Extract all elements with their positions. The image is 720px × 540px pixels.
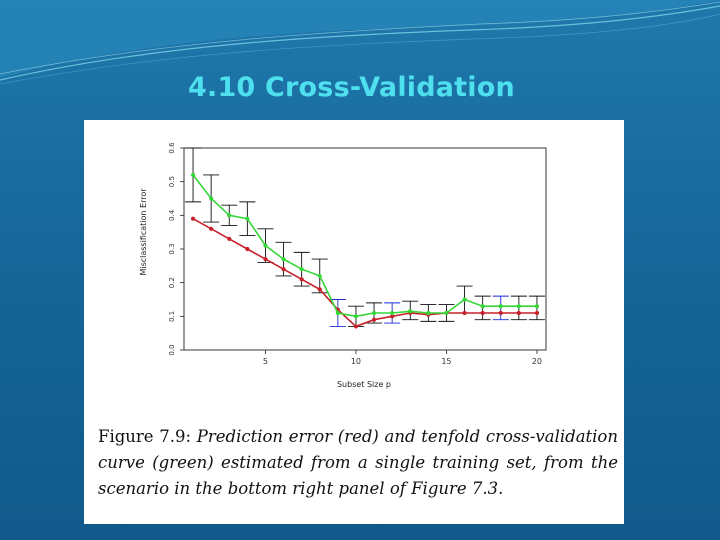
red-series-point: [534, 310, 540, 316]
green-series-point: [516, 304, 521, 309]
red-series-point: [498, 310, 503, 316]
y-tick-label: 0.4: [168, 209, 176, 221]
green-series-point: [408, 309, 413, 314]
green-series-point: [426, 310, 431, 316]
red-series-point: [462, 310, 467, 316]
y-tick-label: 0.5: [168, 176, 176, 187]
green-series-point: [227, 213, 232, 218]
red-series-point: [263, 257, 268, 262]
x-tick-label: 15: [441, 357, 451, 366]
red-series-point: [299, 277, 304, 282]
figure-caption: Figure 7.9: Prediction error (red) and t…: [98, 424, 618, 502]
red-series-line: [192, 218, 537, 328]
x-tick-label: 10: [351, 357, 361, 366]
green-series-point: [534, 304, 540, 309]
green-series-point: [335, 310, 340, 316]
red-series-point: [516, 310, 521, 316]
x-tick-label: 5: [263, 357, 268, 366]
header-wave-decoration: [0, 0, 720, 85]
green-series-point: [299, 267, 304, 272]
y-tick-label: 0.1: [168, 311, 176, 322]
green-series-point: [444, 310, 449, 316]
plot-frame: [183, 147, 547, 351]
red-series-point: [245, 246, 250, 252]
y-tick-label: 0.6: [168, 142, 176, 154]
slide-title: 4.10 Cross-Validation: [188, 72, 515, 103]
caption-label: Figure 7.9:: [98, 427, 192, 446]
red-series-point: [317, 287, 322, 292]
red-series-point: [281, 267, 286, 272]
y-axis-label: Misclassification Error: [139, 188, 148, 276]
red-series-point: [390, 314, 395, 319]
red-series-point: [209, 226, 214, 231]
x-axis-label: Subset Size p: [337, 380, 391, 389]
green-series-point: [371, 310, 377, 316]
green-series-point: [263, 243, 268, 248]
green-series-point: [353, 314, 359, 319]
red-series-point: [480, 310, 485, 316]
green-series-line: [192, 174, 537, 318]
caption-text: Prediction error (red) and tenfold cross…: [98, 427, 618, 498]
figure-card: Misclassification Error Subset Size p 0.…: [84, 120, 624, 524]
green-series-point: [209, 196, 214, 201]
green-series-point: [480, 304, 485, 309]
green-series-point: [245, 216, 250, 221]
green-series-point: [190, 172, 196, 178]
y-tick-label: 0.2: [168, 277, 176, 288]
red-series-point: [353, 324, 359, 329]
y-tick-label: 0.3: [168, 243, 176, 254]
green-series-point: [317, 273, 322, 279]
red-series-point: [371, 317, 377, 322]
x-tick-label: 20: [532, 357, 542, 366]
red-series-point: [227, 236, 232, 241]
cross-validation-chart: Misclassification Error Subset Size p 0.…: [139, 142, 547, 389]
red-series-point: [190, 216, 196, 221]
green-series-point: [390, 310, 395, 316]
green-series-point: [498, 304, 503, 309]
y-tick-label: 0.0: [168, 344, 176, 355]
green-series-point: [462, 297, 467, 302]
green-series-point: [281, 257, 286, 262]
